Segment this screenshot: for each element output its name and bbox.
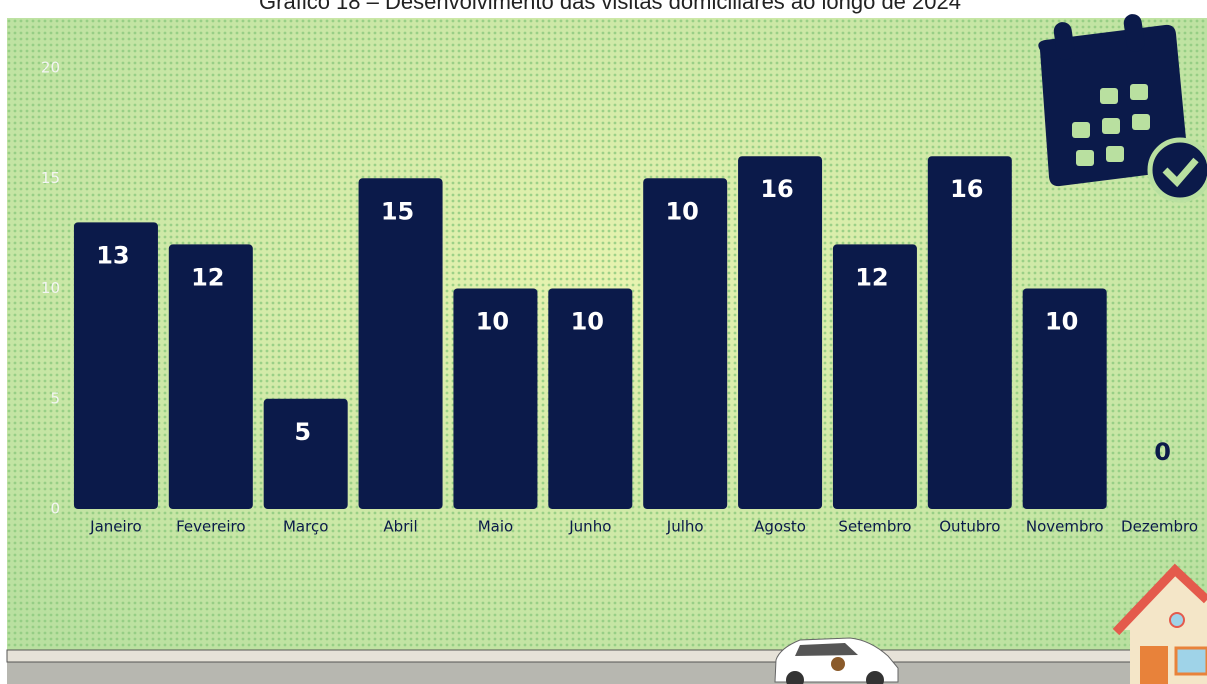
x-tick-label: Outubro [939, 518, 1000, 536]
value-label: 10 [1045, 308, 1078, 336]
bar [453, 288, 538, 509]
car [774, 637, 899, 684]
y-tick-label: 15 [41, 169, 60, 187]
value-label: 15 [381, 197, 414, 225]
bar [1022, 288, 1107, 509]
value-label: 12 [191, 263, 224, 291]
value-label: 0 [1154, 438, 1171, 466]
x-tick-label: Julho [666, 518, 704, 536]
value-label: 5 [294, 418, 311, 446]
x-tick-label: Abril [383, 518, 417, 536]
bar [358, 178, 443, 509]
x-tick-label: Setembro [838, 518, 911, 536]
house [1112, 563, 1207, 684]
value-label: 16 [950, 175, 983, 203]
value-label: 10 [571, 308, 604, 336]
bar [548, 288, 633, 509]
bar [263, 398, 348, 509]
bar [832, 244, 917, 509]
y-tick-label: 0 [50, 500, 60, 518]
x-tick-label: Agosto [754, 518, 806, 536]
x-tick-label: Maio [478, 518, 513, 536]
bar [168, 244, 253, 509]
x-tick-label: Dezembro [1121, 518, 1198, 536]
chart-title: Gráfico 18 – Desenvolvimento das visitas… [259, 0, 961, 14]
value-label: 10 [665, 197, 698, 225]
value-label: 16 [760, 175, 793, 203]
x-tick-label: Março [283, 518, 328, 536]
value-label: 10 [476, 308, 509, 336]
y-tick-label: 20 [41, 59, 60, 77]
value-label: 13 [96, 241, 129, 269]
y-tick-label: 10 [41, 279, 60, 297]
bar [738, 156, 823, 509]
bar [927, 156, 1012, 509]
bar [73, 222, 158, 509]
value-label: 12 [855, 263, 888, 291]
x-tick-label: Junho [568, 518, 611, 536]
x-tick-label: Fevereiro [176, 518, 245, 536]
calendar-icon [1038, 14, 1207, 203]
bar [643, 178, 728, 509]
road [6, 649, 1207, 684]
y-tick-label: 5 [50, 389, 60, 407]
x-tick-label: Novembro [1026, 518, 1104, 536]
x-tick-label: Janeiro [89, 518, 142, 536]
